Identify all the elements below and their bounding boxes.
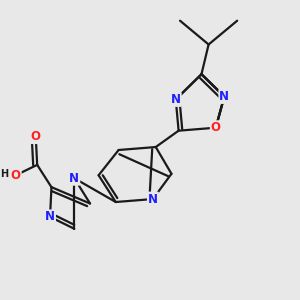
Text: O: O bbox=[211, 121, 221, 134]
Text: N: N bbox=[69, 172, 79, 185]
Text: H: H bbox=[0, 169, 8, 179]
Text: N: N bbox=[219, 90, 229, 103]
Text: O: O bbox=[31, 130, 41, 143]
Text: O: O bbox=[11, 169, 21, 182]
Text: N: N bbox=[45, 210, 55, 224]
Text: N: N bbox=[171, 93, 181, 106]
Text: N: N bbox=[148, 193, 158, 206]
